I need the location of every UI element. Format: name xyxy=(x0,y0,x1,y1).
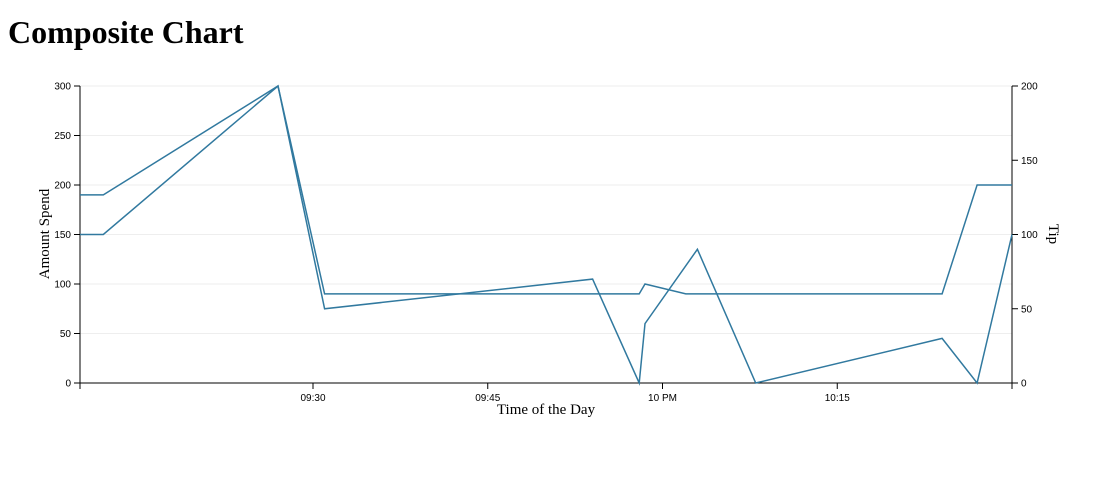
right-tick-label: 200 xyxy=(1021,82,1038,93)
chart-title: Composite Chart xyxy=(8,14,244,50)
right-tick-label: 0 xyxy=(1021,379,1027,390)
series-lines xyxy=(80,84,1013,386)
left-tick-label: 0 xyxy=(65,379,71,390)
x-tick-label: 09:45 xyxy=(475,393,500,404)
left-axis-title: Amount Spend xyxy=(37,188,53,279)
amount-series-line xyxy=(80,84,1012,295)
grid-lines xyxy=(80,85,1012,384)
x-tick-label: 09:30 xyxy=(300,393,325,404)
left-tick-label: 200 xyxy=(54,181,71,192)
left-y-axis: 0 50 100 150 200 250 300 xyxy=(54,82,81,390)
left-tick-label: 300 xyxy=(54,82,71,93)
tip-series-line xyxy=(80,84,1013,386)
left-tick-label: 150 xyxy=(54,230,71,241)
left-tick-label: 50 xyxy=(60,329,72,340)
x-axis-title: Time of the Day xyxy=(497,402,596,418)
x-axis: 09:30 09:45 10 PM 10:15 xyxy=(79,382,1013,404)
left-tick-label: 250 xyxy=(54,131,71,142)
x-tick-label: 10 PM xyxy=(648,393,677,404)
right-y-axis: 0 50 100 150 200 xyxy=(1011,82,1038,390)
right-tick-label: 50 xyxy=(1021,304,1033,315)
x-tick-label: 10:15 xyxy=(825,393,850,404)
right-tick-label: 100 xyxy=(1021,230,1038,241)
left-tick-label: 100 xyxy=(54,280,71,291)
right-tick-label: 150 xyxy=(1021,156,1038,167)
right-axis-title: Tip xyxy=(1045,224,1061,244)
